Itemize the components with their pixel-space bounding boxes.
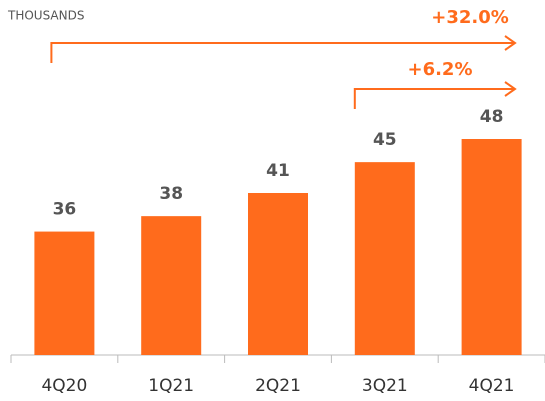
bar [461, 139, 522, 355]
x-tick-label: 4Q20 [41, 376, 87, 396]
annotation: +32.0% [431, 7, 509, 28]
arrow-head [504, 35, 517, 51]
value-label: 38 [159, 184, 183, 204]
chart-subtitle: THOUSANDS [7, 9, 84, 23]
x-tick-label: 3Q21 [362, 376, 408, 396]
bar [141, 216, 202, 355]
bar [248, 193, 308, 355]
x-tick-label: 2Q21 [255, 376, 301, 396]
bar [34, 231, 95, 355]
x-tick-label: 1Q21 [148, 376, 194, 396]
growth-arrow [50, 42, 515, 63]
value-label: 41 [266, 161, 290, 181]
bar [354, 162, 415, 355]
value-label: 48 [480, 107, 504, 127]
value-label: 36 [53, 200, 77, 220]
arrow-head [504, 81, 517, 97]
value-label: 45 [373, 130, 397, 150]
annotation: +6.2% [407, 59, 472, 80]
x-tick-label: 4Q21 [469, 376, 515, 396]
growth-arrow [353, 88, 515, 109]
